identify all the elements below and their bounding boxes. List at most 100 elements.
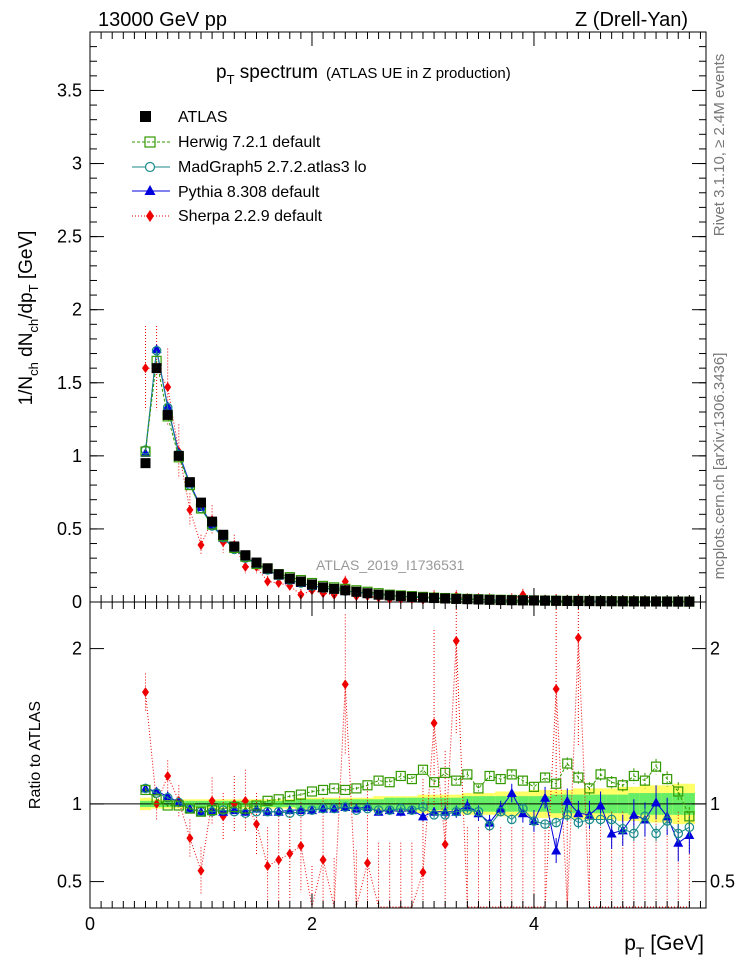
main-ytick-label: 2.5 bbox=[57, 227, 82, 247]
ratio-point-sherpa bbox=[341, 679, 349, 690]
legend-label-madgraph: MadGraph5 2.7.2.atlas3 lo bbox=[178, 159, 367, 176]
ratio-point-sherpa bbox=[164, 770, 172, 781]
ratio-point-herwig bbox=[406, 773, 417, 785]
legend-entry-madgraph: MadGraph5 2.7.2.atlas3 lo bbox=[132, 159, 367, 176]
main-point-sherpa bbox=[275, 578, 283, 588]
ratio-point-madgraph bbox=[617, 823, 628, 834]
main-point-atlas bbox=[295, 576, 306, 587]
ratio-point-madgraph bbox=[673, 828, 684, 839]
ratio-point-pythia bbox=[606, 828, 617, 838]
ratio-point-madgraph bbox=[473, 806, 484, 817]
ratio-point-sherpa bbox=[230, 798, 238, 809]
ratio-point-madgraph bbox=[318, 803, 328, 814]
legend-label-sherpa: Sherpa 2.2.9 default bbox=[178, 208, 323, 225]
ratio-point-madgraph bbox=[407, 805, 417, 815]
ratio-point-sherpa bbox=[264, 861, 272, 872]
title-sub: T bbox=[227, 72, 235, 87]
main-point-sherpa bbox=[197, 540, 205, 550]
xlabel-part-1: T bbox=[636, 944, 645, 960]
main-point-atlas bbox=[140, 458, 151, 469]
legend-label-atlas: ATLAS bbox=[178, 109, 228, 126]
ratio-point-madgraph bbox=[418, 802, 428, 812]
ratio-point-pythia bbox=[417, 811, 428, 821]
ratio-point-madgraph bbox=[284, 808, 295, 819]
ratio-point-herwig bbox=[428, 777, 440, 788]
ratio-point-herwig bbox=[206, 805, 218, 816]
ratio-point-madgraph bbox=[495, 806, 506, 817]
ratio-point-herwig bbox=[595, 769, 606, 780]
ratio-point-madgraph bbox=[451, 806, 462, 817]
ratio-point-madgraph bbox=[551, 817, 561, 828]
ratio-point-sherpa bbox=[252, 819, 260, 830]
ratio-ytick-label-right: 2 bbox=[710, 639, 720, 659]
ratio-point-madgraph bbox=[640, 811, 650, 822]
main-point-atlas bbox=[173, 450, 184, 461]
ratio-point-herwig bbox=[262, 795, 273, 806]
legend-entry-pythia: Pythia 8.308 default bbox=[132, 184, 320, 201]
ratio-point-herwig bbox=[140, 784, 151, 796]
legend: ATLAS Herwig 7.2.1 default MadGraph5 2.7… bbox=[132, 109, 367, 225]
ratio-point-herwig bbox=[173, 800, 184, 811]
ratio-point-pythia bbox=[151, 786, 162, 796]
ratio-point-madgraph bbox=[529, 816, 539, 826]
main-point-herwig bbox=[140, 446, 151, 457]
plot-title: pT spectrum (ATLAS UE in Z production) bbox=[216, 62, 511, 87]
ratio-point-pythia bbox=[551, 845, 562, 855]
main-point-atlas bbox=[373, 589, 384, 600]
main-ytick-label: 3.5 bbox=[57, 80, 82, 100]
ratio-point-madgraph bbox=[296, 806, 306, 817]
main-point-sherpa bbox=[297, 589, 305, 600]
process-label: Z (Drell-Yan) bbox=[575, 9, 688, 31]
ratio-point-madgraph bbox=[595, 814, 606, 825]
ratio-point-herwig bbox=[606, 777, 617, 788]
ratio-point-madgraph bbox=[384, 805, 395, 815]
main-point-sherpa bbox=[241, 561, 249, 572]
ratio-point-sherpa bbox=[552, 683, 560, 694]
ratio-point-sherpa bbox=[363, 857, 371, 868]
legend-entry-herwig: Herwig 7.2.1 default bbox=[132, 134, 321, 151]
xtick-label: 4 bbox=[529, 914, 539, 934]
ratio-point-pythia bbox=[595, 800, 606, 810]
ratio-ytick-label: 1 bbox=[72, 794, 82, 814]
ratio-point-herwig bbox=[162, 800, 173, 811]
title-rest: spectrum bbox=[235, 62, 318, 83]
ratio-point-madgraph bbox=[651, 828, 661, 839]
xtick-label: 0 bbox=[85, 914, 95, 934]
ratio-point-pythia bbox=[573, 808, 584, 818]
ratio-point-herwig bbox=[662, 773, 673, 785]
ratio-point-herwig bbox=[495, 773, 506, 785]
main-point-pythia bbox=[140, 447, 151, 457]
main-ytick-label: 0 bbox=[72, 592, 82, 612]
ratio-point-herwig bbox=[340, 784, 351, 796]
main-ytick-label: 2 bbox=[72, 300, 82, 320]
ratio-point-herwig bbox=[451, 775, 462, 786]
mcplots-label: mcplots.cern.ch [arXiv:1306.3436] bbox=[711, 353, 728, 580]
ratio-ytick-label-right: 1 bbox=[710, 794, 720, 814]
ratio-point-madgraph bbox=[373, 805, 384, 815]
main-point-madgraph bbox=[151, 345, 162, 356]
rivet-label: Rivet 3.1.10, ≥ 2.4M events bbox=[711, 54, 728, 237]
ratio-point-sherpa bbox=[452, 635, 460, 646]
ratio-point-herwig bbox=[639, 775, 651, 786]
ylabel-part-2: dN bbox=[16, 333, 37, 363]
ratio-point-madgraph bbox=[484, 820, 495, 831]
ratio-point-madgraph bbox=[273, 806, 284, 817]
main-point-atlas bbox=[251, 557, 262, 568]
ratio-point-madgraph bbox=[362, 803, 373, 814]
ratio-point-herwig bbox=[628, 770, 639, 782]
main-point-pythia bbox=[151, 344, 162, 354]
ratio-point-madgraph bbox=[351, 805, 362, 815]
ratio-point-herwig bbox=[184, 803, 195, 814]
ratio-point-herwig bbox=[229, 801, 240, 813]
ratio-point-madgraph bbox=[629, 828, 639, 839]
main-ytick-label: 0.5 bbox=[57, 519, 82, 539]
ratio-panel-frame bbox=[89, 601, 707, 909]
analysis-label: ATLAS_2019_I1736531 bbox=[316, 557, 465, 573]
ratio-point-madgraph bbox=[606, 814, 617, 825]
ratio-ytick-label: 0.5 bbox=[57, 872, 82, 892]
ratio-point-herwig bbox=[584, 783, 595, 794]
legend-marker-madgraph bbox=[144, 161, 156, 173]
main-point-atlas bbox=[195, 497, 206, 508]
ratio-point-madgraph bbox=[573, 817, 584, 828]
ratio-point-sherpa bbox=[297, 840, 305, 851]
